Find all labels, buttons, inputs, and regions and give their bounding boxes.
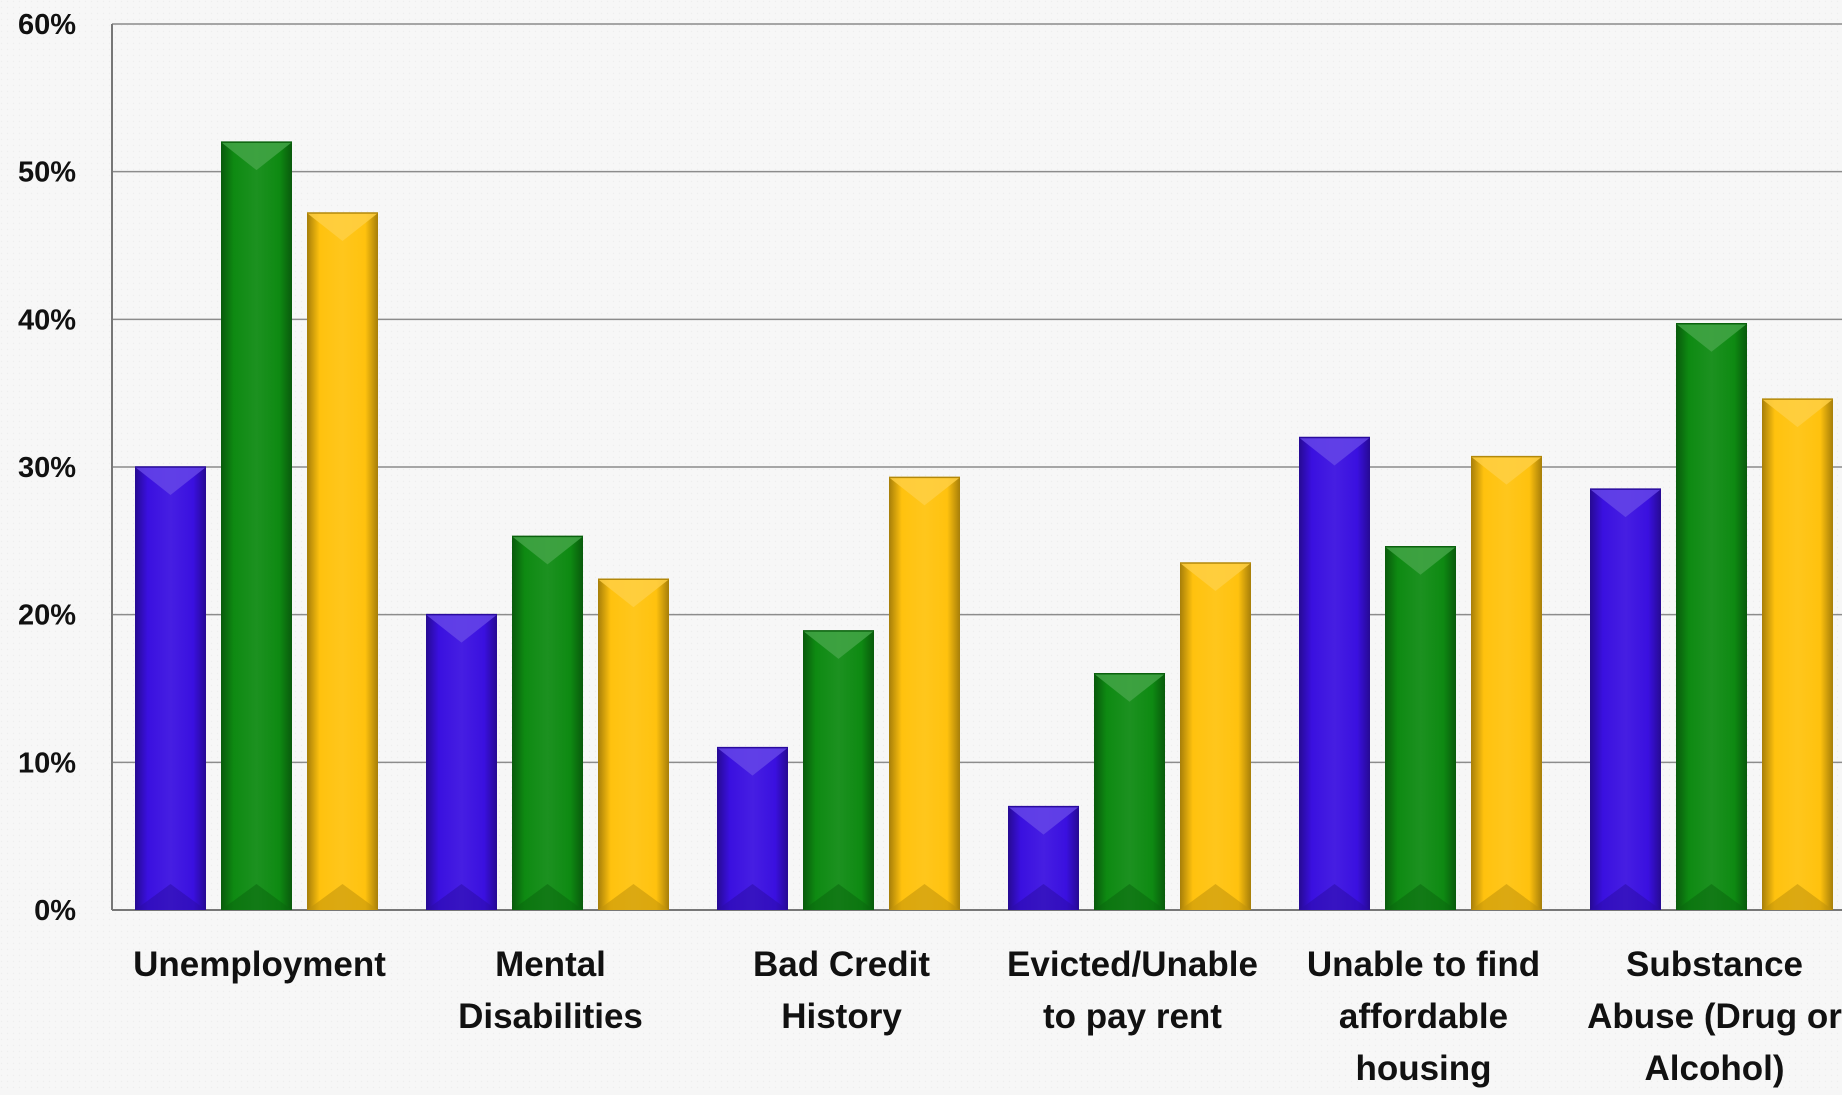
bar-3-2: [598, 578, 669, 910]
x-tick-label: Substance Abuse (Drug or Alcohol): [1587, 945, 1842, 1088]
bar-3-4: [1180, 562, 1251, 910]
y-tick-label: 20%: [18, 600, 76, 632]
x-tick-label: Unable to find affordable housing: [1307, 945, 1540, 1088]
x-tick-label: Mental Disabilities: [458, 945, 643, 1036]
y-tick-label: 10%: [18, 747, 76, 779]
y-tick-label: 50%: [18, 157, 76, 189]
bar-1-4: [1008, 805, 1079, 910]
bar-1-3: [717, 746, 788, 910]
bar-2-6: [1676, 323, 1747, 911]
bar-2-4: [1094, 672, 1165, 910]
x-tick-label: Evicted/Unable to pay rent: [1007, 945, 1258, 1036]
bar-1-5: [1299, 436, 1370, 910]
bar-2-5: [1385, 545, 1456, 910]
bar-3-5: [1471, 455, 1542, 910]
bar-3-1: [307, 212, 378, 911]
axes: [111, 24, 1842, 911]
x-tick-labels: Unemployment Mental Disabilities Bad Credit…: [133, 945, 1842, 1088]
bar-2-2: [512, 535, 583, 910]
y-tick-label: 60%: [18, 9, 76, 41]
bar-2-1: [221, 141, 292, 911]
y-tick-label: 0%: [34, 895, 76, 927]
bar-2-3: [803, 630, 874, 910]
bar-1-6: [1590, 488, 1661, 910]
y-tick-labels: 0% 10% 20% 30% 40% 50% 60%: [18, 9, 76, 927]
y-tick-label: 30%: [18, 452, 76, 484]
bar-1-2: [426, 613, 497, 910]
x-tick-label: Bad Credit History: [753, 945, 930, 1036]
bar-1-1: [135, 466, 206, 910]
y-tick-label: 40%: [18, 304, 76, 336]
bars: [135, 141, 1833, 911]
bar-3-3: [889, 476, 960, 910]
x-tick-label: Unemployment: [133, 945, 386, 984]
bar-3-6: [1762, 398, 1833, 910]
